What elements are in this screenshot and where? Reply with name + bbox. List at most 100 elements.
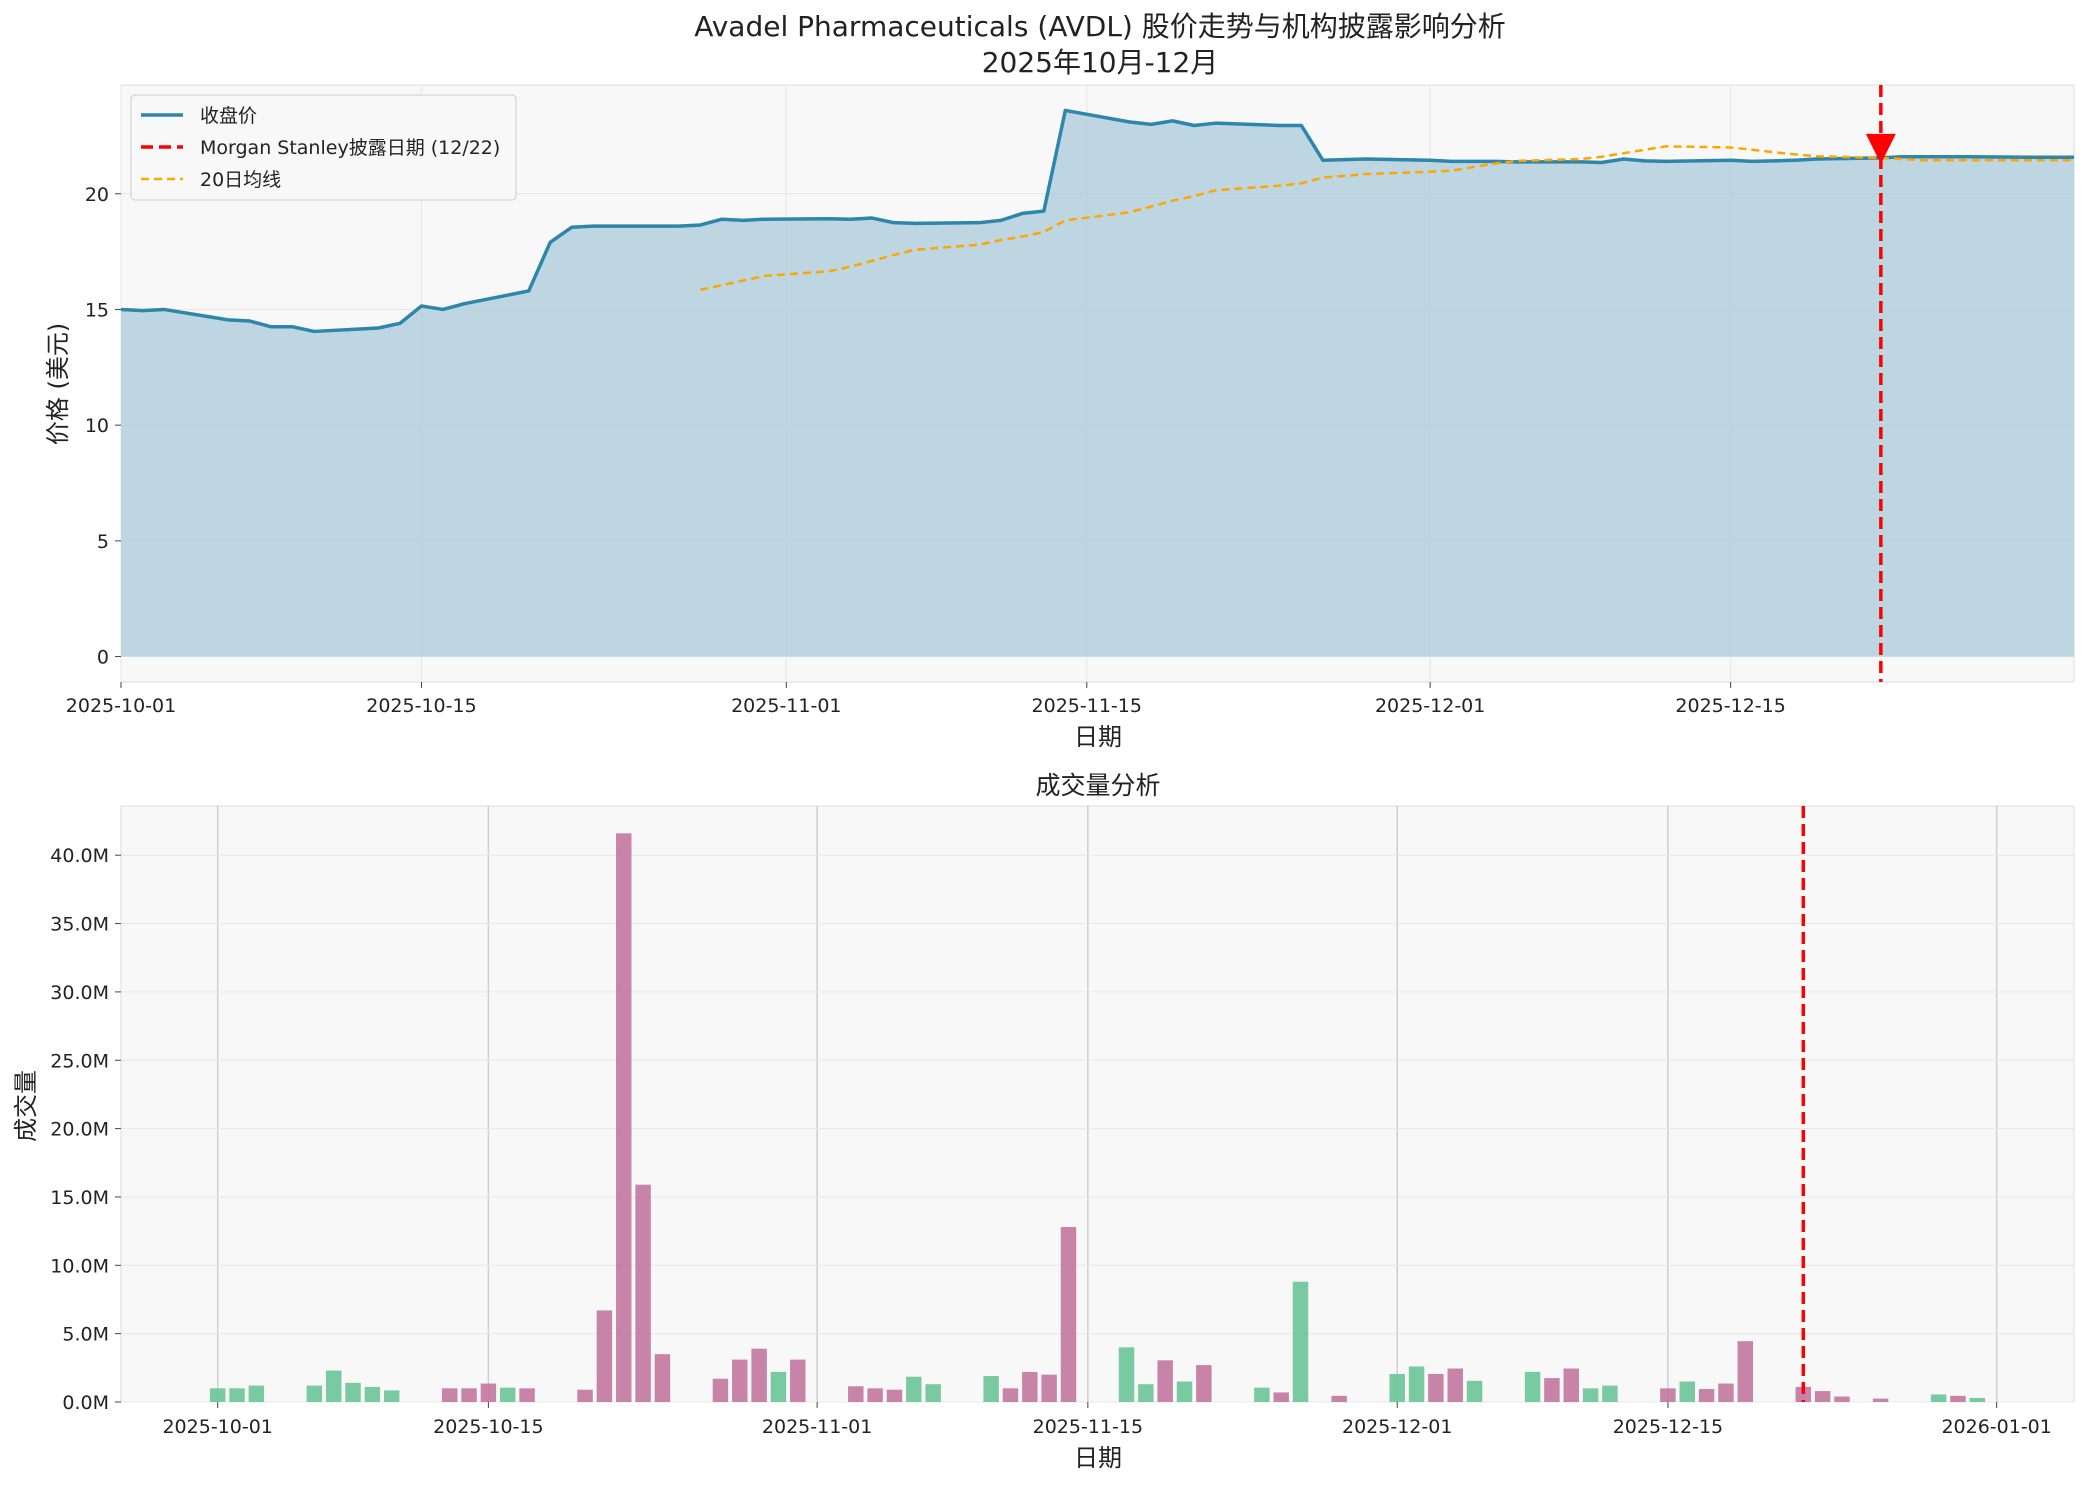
volume-x-tick-label: 2026-01-01 (1941, 1416, 2051, 1438)
disclosure-line (1865, 85, 1896, 682)
volume-bar (1930, 1394, 1947, 1402)
volume-bar (1872, 1398, 1889, 1402)
volume-bar (886, 1389, 903, 1402)
volume-x-ticks: 2025-10-01 2025-10-15 2025-11-01 2025-11-15… (162, 1402, 2052, 1438)
volume-bar (1524, 1371, 1541, 1402)
volume-bar (751, 1348, 767, 1402)
price-y-tick-label: 5 (97, 531, 109, 553)
volume-bar (480, 1383, 497, 1402)
price-y-tick-label: 15 (85, 299, 109, 321)
price-x-tick-label: 2025-11-01 (731, 695, 841, 717)
legend-close-label: 收盘价 (200, 105, 257, 127)
volume-bar (712, 1378, 729, 1402)
close-price-fill (121, 110, 2074, 657)
volume-bar (1563, 1368, 1579, 1402)
volume-bar (1041, 1374, 1057, 1402)
volume-bar (1060, 1227, 1077, 1402)
volume-bar (345, 1382, 361, 1402)
volume-bar (732, 1359, 748, 1402)
volume-bar (519, 1388, 535, 1402)
volume-bar (770, 1371, 787, 1402)
volume-bar (1408, 1366, 1425, 1402)
volume-x-tick-label: 2025-11-01 (762, 1416, 872, 1438)
volume-bar (616, 833, 632, 1402)
price-chart: 2025-10-01 2025-10-15 2025-11-01 2025-11-15… (44, 84, 2075, 751)
volume-bar (1660, 1388, 1676, 1402)
volume-y-tick-label: 5.0M (62, 1324, 109, 1346)
volume-bar (325, 1370, 342, 1402)
price-area (121, 110, 2074, 657)
volume-bar (1022, 1371, 1038, 1402)
volume-bar (364, 1386, 381, 1402)
volume-bar (1331, 1395, 1347, 1402)
volume-bar (635, 1184, 651, 1402)
volume-bar (1176, 1381, 1193, 1402)
price-x-tick-label: 2025-10-15 (366, 695, 476, 717)
volume-bar (1002, 1388, 1019, 1402)
volume-bar (906, 1376, 922, 1402)
volume-bar (1814, 1391, 1831, 1402)
volume-bar (867, 1388, 883, 1402)
volume-y-tick-label: 35.0M (50, 914, 109, 936)
price-x-tick-label: 2025-12-15 (1675, 695, 1785, 717)
volume-x-tick-label: 2025-12-15 (1613, 1416, 1723, 1438)
legend-box (130, 94, 517, 201)
volume-y-tick-label: 0.0M (62, 1392, 109, 1414)
volume-bar (577, 1389, 593, 1402)
price-x-ticks: 2025-10-01 2025-10-15 2025-11-01 2025-11-15… (66, 682, 1786, 717)
price-legend: 收盘价 Morgan Stanley披露日期 (12/22) 20日均线 (130, 94, 517, 201)
moving-average-line (700, 145, 2074, 292)
volume-y-tick-label: 20.0M (50, 1119, 109, 1141)
volume-bar (1428, 1373, 1444, 1402)
volume-plot-area (120, 805, 2075, 1403)
volume-bar (1157, 1360, 1173, 1402)
price-lines (120, 108, 2074, 334)
volume-bar (1254, 1387, 1270, 1402)
price-y-tick-label: 10 (85, 415, 109, 437)
volume-bar (1582, 1388, 1599, 1402)
volume-chart: 2025-10-01 2025-10-15 2025-11-01 2025-11-15… (12, 805, 2075, 1472)
volume-bar (848, 1386, 864, 1402)
volume-bar (596, 1310, 613, 1402)
volume-bar (1834, 1396, 1850, 1402)
volume-bars (209, 833, 1986, 1402)
price-chart-subtitle: 2025年10月-12月 (982, 46, 1219, 79)
volume-y-axis-label: 成交量 (12, 1070, 40, 1142)
volume-bar (1118, 1347, 1135, 1402)
price-x-tick-label: 2025-11-15 (1032, 695, 1142, 717)
price-y-ticks: 0 5 10 15 20 (85, 184, 121, 669)
volume-bar (1447, 1368, 1463, 1402)
volume-bar (461, 1388, 477, 1402)
price-x-axis-label: 日期 (1074, 723, 1122, 751)
volume-bar (1737, 1341, 1754, 1402)
volume-bar (1389, 1373, 1405, 1402)
volume-bar (1138, 1384, 1154, 1402)
volume-bar (248, 1385, 265, 1402)
volume-x-tick-label: 2025-11-15 (1033, 1416, 1143, 1438)
price-chart-title: Avadel Pharmaceuticals (AVDL) 股价走势与机构披露影… (694, 10, 1506, 43)
volume-x-axis-label: 日期 (1074, 1444, 1122, 1472)
volume-bar (790, 1359, 806, 1402)
price-x-tick-label: 2025-12-01 (1375, 695, 1485, 717)
price-y-tick-label: 20 (85, 184, 109, 206)
volume-bar (983, 1376, 999, 1402)
volume-bar (1544, 1378, 1560, 1402)
volume-bar (1679, 1381, 1696, 1402)
volume-x-tick-label: 2025-10-01 (162, 1416, 272, 1438)
volume-y-tick-label: 30.0M (50, 982, 109, 1004)
volume-y-tick-label: 40.0M (50, 845, 109, 867)
volume-bar (1969, 1397, 1986, 1402)
volume-bar (1196, 1365, 1212, 1402)
volume-bar (499, 1387, 516, 1402)
price-y-axis-label: 价格 (美元) (44, 323, 72, 445)
volume-y-tick-label: 25.0M (50, 1050, 109, 1072)
disclosure-arrow-marker (1865, 133, 1896, 164)
volume-bar (654, 1354, 671, 1402)
legend-disclosure-label: Morgan Stanley披露日期 (12/22) (200, 137, 500, 159)
volume-bar (306, 1385, 323, 1402)
volume-bar (1795, 1386, 1812, 1402)
volume-bar (1466, 1380, 1483, 1402)
volume-bar (209, 1388, 226, 1402)
